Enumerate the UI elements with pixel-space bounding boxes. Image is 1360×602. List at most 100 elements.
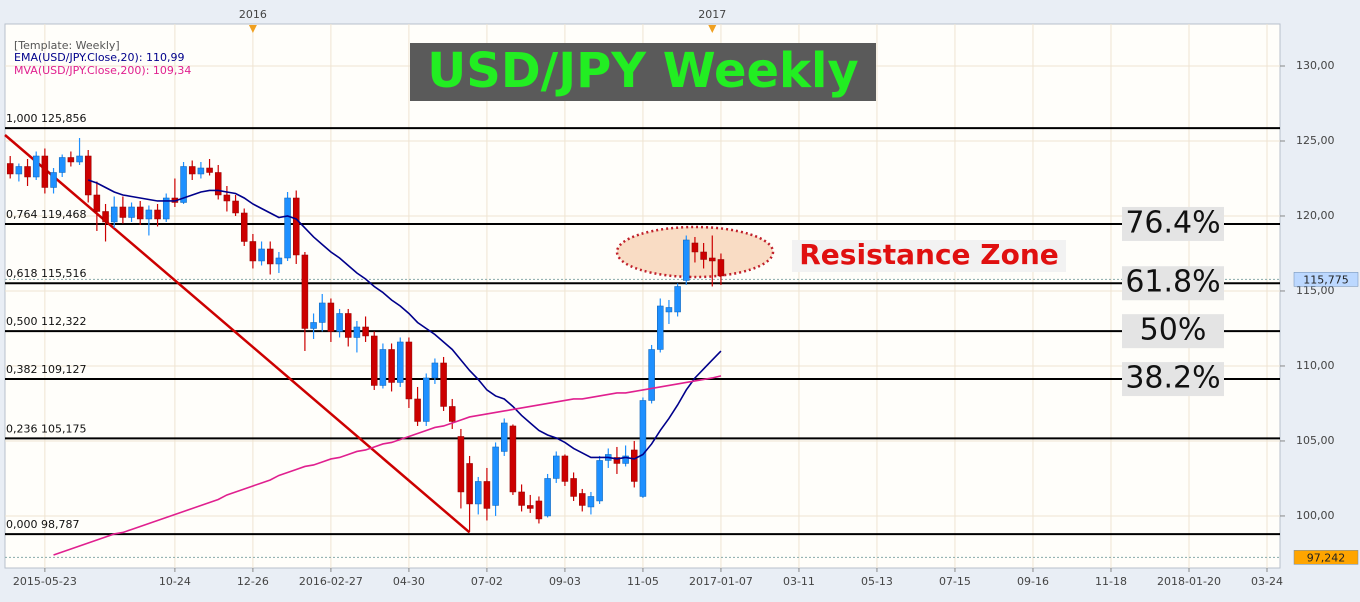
- candle-body: [596, 460, 603, 502]
- year-marker: [248, 25, 257, 33]
- candle-body: [76, 155, 83, 163]
- y-tick-label: 120,00: [1296, 209, 1335, 222]
- price-tag-box: [1293, 550, 1359, 565]
- fib-label: 0,000 98,787: [6, 518, 79, 531]
- fib-tag-box: [1122, 266, 1224, 301]
- candle-body: [240, 212, 248, 242]
- candle-body: [683, 239, 690, 281]
- price-tag-box: [1293, 272, 1359, 287]
- candle-body: [318, 302, 326, 323]
- price-tag: 97,242: [1307, 551, 1346, 564]
- x-tick-label: 09-03: [549, 575, 581, 588]
- candle-body: [700, 251, 707, 260]
- year-label: 2016: [239, 8, 267, 21]
- candle-body: [422, 377, 430, 422]
- candle-body: [145, 209, 153, 220]
- fib-tag: 61.8%: [1125, 265, 1220, 300]
- fib-tag: 76.4%: [1125, 205, 1220, 240]
- candle-body: [717, 259, 725, 277]
- candle-body: [388, 349, 395, 383]
- candle-body: [370, 335, 378, 386]
- candle-body: [448, 406, 456, 422]
- x-tick-label: 09-16: [1017, 575, 1049, 588]
- candle-body: [336, 313, 343, 332]
- x-tick-label: 12-26: [237, 575, 269, 588]
- candle-body: [223, 194, 231, 202]
- chart-title: USD/JPY Weekly: [427, 43, 858, 99]
- candle-body: [24, 166, 31, 178]
- candle-body: [249, 241, 257, 262]
- candle-body: [284, 197, 291, 259]
- candle-body: [58, 157, 66, 173]
- candle-body: [674, 286, 681, 313]
- candle-body: [535, 500, 543, 520]
- candle-body: [613, 457, 621, 464]
- fib-label: 0,500 112,322: [6, 315, 86, 328]
- candle-body: [41, 155, 49, 188]
- candle-body: [509, 425, 517, 493]
- candle-body: [84, 155, 92, 196]
- fib-tag-box: [1122, 314, 1224, 349]
- candle-body: [405, 341, 413, 400]
- fib-tag: 38.2%: [1125, 361, 1220, 396]
- candle-body: [162, 197, 170, 220]
- candle-body: [50, 172, 57, 188]
- candle-body: [466, 463, 473, 505]
- candle-body: [553, 455, 560, 479]
- candle-body: [93, 194, 101, 212]
- candle-body: [579, 493, 586, 506]
- x-tick-label: 03-11: [783, 575, 815, 588]
- candle-body: [344, 313, 352, 338]
- candle-body: [474, 481, 482, 505]
- candle-body: [657, 305, 664, 350]
- template-label: [Template: Weekly]: [14, 39, 120, 52]
- candle-body: [665, 307, 673, 313]
- y-tick-label: 105,00: [1296, 434, 1335, 447]
- candle-body: [501, 422, 508, 452]
- x-tick-label: 11-05: [627, 575, 659, 588]
- candle-body: [691, 242, 699, 253]
- x-tick-label: 2016-02-27: [299, 575, 363, 588]
- candle-body: [527, 505, 534, 509]
- candle-body: [561, 455, 569, 482]
- candle-body: [15, 166, 23, 175]
- candle-body: [483, 481, 491, 509]
- candle-body: [232, 200, 239, 214]
- candle-body: [431, 362, 439, 379]
- x-tick-label: 07-02: [471, 575, 503, 588]
- candle-body: [310, 322, 317, 329]
- fib-label: 1,000 125,856: [6, 112, 86, 125]
- candle-body: [709, 257, 716, 262]
- trendline: [4, 134, 471, 534]
- fib-label: 0,382 109,127: [6, 363, 86, 376]
- y-tick-label: 100,00: [1296, 509, 1335, 522]
- fib-label: 0,618 115,516: [6, 267, 86, 280]
- candle-body: [275, 257, 283, 265]
- x-tick-label: 11-18: [1095, 575, 1127, 588]
- candle-body: [518, 491, 525, 506]
- x-tick-label: 07-15: [939, 575, 971, 588]
- candle-body: [353, 326, 361, 338]
- candle-body: [128, 206, 135, 218]
- x-tick-label: 05-13: [861, 575, 893, 588]
- candle-body: [362, 326, 369, 337]
- candle-body: [440, 362, 447, 407]
- y-tick-label: 110,00: [1296, 359, 1335, 372]
- y-tick-label: 115,00: [1296, 284, 1335, 297]
- candle-body: [67, 157, 75, 163]
- year-marker: [708, 25, 717, 33]
- candle-body: [32, 155, 40, 178]
- candle-body: [206, 167, 213, 173]
- legend-entry: MVA(USD/JPY.Close,200): 109,34: [14, 64, 191, 77]
- candle-body: [648, 349, 655, 401]
- price-tag: 115,775: [1303, 273, 1349, 286]
- x-tick-label: 10-24: [159, 575, 191, 588]
- x-tick-label: 04-30: [393, 575, 425, 588]
- candle-body: [414, 398, 421, 422]
- candle-body: [327, 302, 335, 332]
- candle-body: [587, 496, 595, 508]
- y-tick-label: 130,00: [1296, 59, 1335, 72]
- y-tick-label: 125,00: [1296, 134, 1335, 147]
- candle-body: [301, 254, 309, 329]
